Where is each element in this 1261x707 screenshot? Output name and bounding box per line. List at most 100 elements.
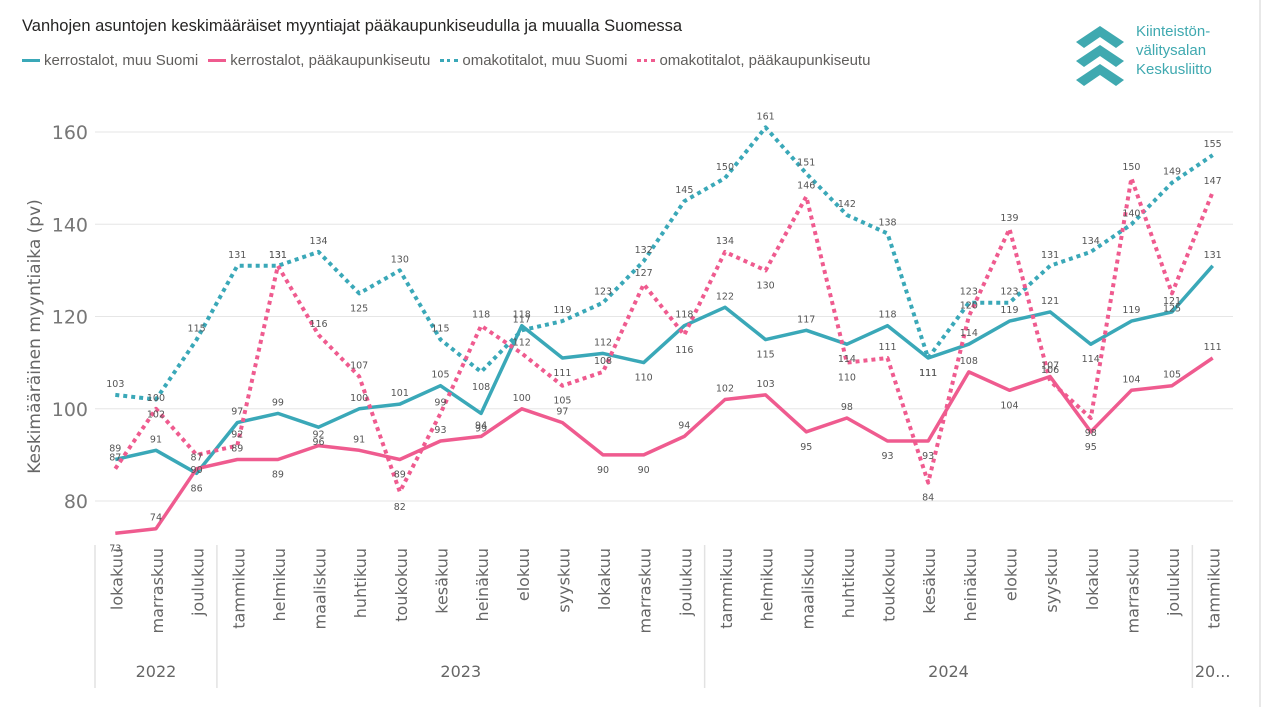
data-label: 112 bbox=[594, 337, 612, 348]
data-label: 84 bbox=[922, 493, 934, 504]
data-label: 104 bbox=[1122, 374, 1140, 385]
data-label: 106 bbox=[1041, 365, 1059, 376]
x-tick-label: joulukuu bbox=[676, 548, 695, 617]
legend-item[interactable]: kerrostalot, muu Suomi bbox=[22, 52, 198, 69]
data-label: 108 bbox=[960, 356, 978, 367]
data-label: 94 bbox=[678, 420, 690, 431]
data-label: 87 bbox=[109, 453, 121, 464]
chart-legend: kerrostalot, muu Suomi kerrostalot, pääk… bbox=[22, 52, 870, 69]
data-label: 125 bbox=[350, 303, 368, 314]
x-tick-label: joulukuu bbox=[1164, 548, 1183, 617]
legend-item[interactable]: kerrostalot, pääkaupunkiseutu bbox=[208, 52, 430, 69]
data-label: 112 bbox=[513, 337, 531, 348]
data-label: 92 bbox=[312, 430, 324, 441]
legend-swatch-dotted-pink bbox=[637, 59, 656, 62]
data-label: 145 bbox=[675, 185, 693, 196]
x-tick-label: marraskuu bbox=[1123, 548, 1142, 633]
legend-label: omakotitalot, pääkaupunkiseutu bbox=[659, 52, 871, 69]
data-label: 87 bbox=[191, 453, 203, 464]
data-label: 100 bbox=[513, 393, 531, 404]
data-label: 89 bbox=[109, 443, 121, 454]
x-tick-label: elokuu bbox=[1001, 548, 1020, 601]
data-label: 95 bbox=[1085, 442, 1097, 453]
data-label: 93 bbox=[881, 451, 893, 462]
data-label: 89 bbox=[231, 443, 243, 454]
data-label: 119 bbox=[553, 305, 571, 316]
data-label: 130 bbox=[391, 254, 409, 265]
data-label: 131 bbox=[269, 250, 287, 261]
data-label: 103 bbox=[757, 379, 775, 390]
data-label: 150 bbox=[716, 162, 734, 173]
data-label: 140 bbox=[1122, 208, 1140, 219]
data-label: 104 bbox=[1000, 400, 1018, 411]
data-label: 123 bbox=[1000, 287, 1018, 298]
data-label: 97 bbox=[231, 407, 243, 418]
data-label: 110 bbox=[635, 373, 653, 384]
legend-item[interactable]: omakotitalot, muu Suomi bbox=[440, 52, 627, 69]
data-label: 132 bbox=[635, 245, 653, 256]
x-tick-label: helmikuu bbox=[758, 548, 777, 622]
data-label: 94 bbox=[475, 420, 487, 431]
data-label: 91 bbox=[150, 434, 162, 445]
y-tick-label: 80 bbox=[64, 491, 88, 513]
x-tick-label: marraskuu bbox=[148, 548, 167, 633]
data-label: 123 bbox=[594, 287, 612, 298]
logo-line: Kiinteistön- bbox=[1136, 23, 1211, 40]
data-label: 74 bbox=[150, 513, 162, 524]
data-label: 123 bbox=[960, 287, 978, 298]
data-label: 111 bbox=[878, 342, 896, 353]
x-tick-label: kesäkuu bbox=[432, 548, 451, 614]
data-label: 119 bbox=[1000, 305, 1018, 316]
x-tick-label: maaliskuu bbox=[311, 548, 330, 629]
logo: Kiinteistön- välitysalan Keskusliitto bbox=[1072, 22, 1212, 86]
data-label: 131 bbox=[1041, 250, 1059, 261]
data-label: 116 bbox=[675, 345, 693, 356]
x-tick-label: tammikuu bbox=[229, 548, 248, 629]
legend-swatch-solid-pink bbox=[208, 59, 227, 62]
data-label: 120 bbox=[960, 301, 978, 312]
data-label: 105 bbox=[553, 396, 571, 407]
x-tick-label: lokakuu bbox=[1083, 548, 1102, 610]
series-line bbox=[115, 125, 1214, 402]
data-label: 105 bbox=[431, 370, 449, 381]
data-label: 98 bbox=[841, 402, 853, 413]
data-label: 90 bbox=[597, 465, 609, 476]
series-line bbox=[115, 356, 1214, 536]
data-label: 99 bbox=[434, 397, 446, 408]
legend-item[interactable]: omakotitalot, pääkaupunkiseutu bbox=[637, 52, 870, 69]
data-label: 100 bbox=[350, 393, 368, 404]
x-tick-label: toukokuu bbox=[392, 548, 411, 622]
x-tick-label: heinäkuu bbox=[473, 548, 492, 621]
data-label: 125 bbox=[1163, 303, 1181, 314]
data-label: 146 bbox=[797, 181, 815, 192]
x-tick-label: tammikuu bbox=[717, 548, 736, 629]
data-label: 101 bbox=[391, 388, 409, 399]
data-label: 93 bbox=[922, 451, 934, 462]
data-label: 100 bbox=[147, 393, 165, 404]
year-label: 2024 bbox=[928, 662, 969, 681]
data-label: 105 bbox=[1163, 370, 1181, 381]
data-label: 118 bbox=[472, 310, 490, 321]
x-tick-label: heinäkuu bbox=[961, 548, 980, 621]
data-label: 107 bbox=[350, 360, 368, 371]
year-label: 20... bbox=[1195, 662, 1231, 681]
data-label: 102 bbox=[716, 384, 734, 395]
y-tick-label: 120 bbox=[52, 307, 88, 329]
data-label: 131 bbox=[228, 250, 246, 261]
series-line bbox=[114, 264, 1215, 476]
legend-label: omakotitalot, muu Suomi bbox=[462, 52, 628, 69]
x-tick-label: elokuu bbox=[514, 548, 533, 601]
data-label: 127 bbox=[635, 268, 653, 279]
data-label: 82 bbox=[394, 502, 406, 513]
data-label: 115 bbox=[757, 350, 775, 361]
data-label: 91 bbox=[353, 434, 365, 445]
data-label: 95 bbox=[800, 442, 812, 453]
x-tick-label: syyskuu bbox=[1042, 548, 1061, 613]
data-label: 111 bbox=[553, 368, 571, 379]
data-label: 142 bbox=[838, 199, 856, 210]
data-label: 134 bbox=[309, 236, 327, 247]
x-tick-label: lokakuu bbox=[595, 548, 614, 610]
legend-label: kerrostalot, muu Suomi bbox=[44, 52, 199, 69]
data-label: 138 bbox=[878, 217, 896, 228]
x-tick-label: maaliskuu bbox=[798, 548, 817, 629]
